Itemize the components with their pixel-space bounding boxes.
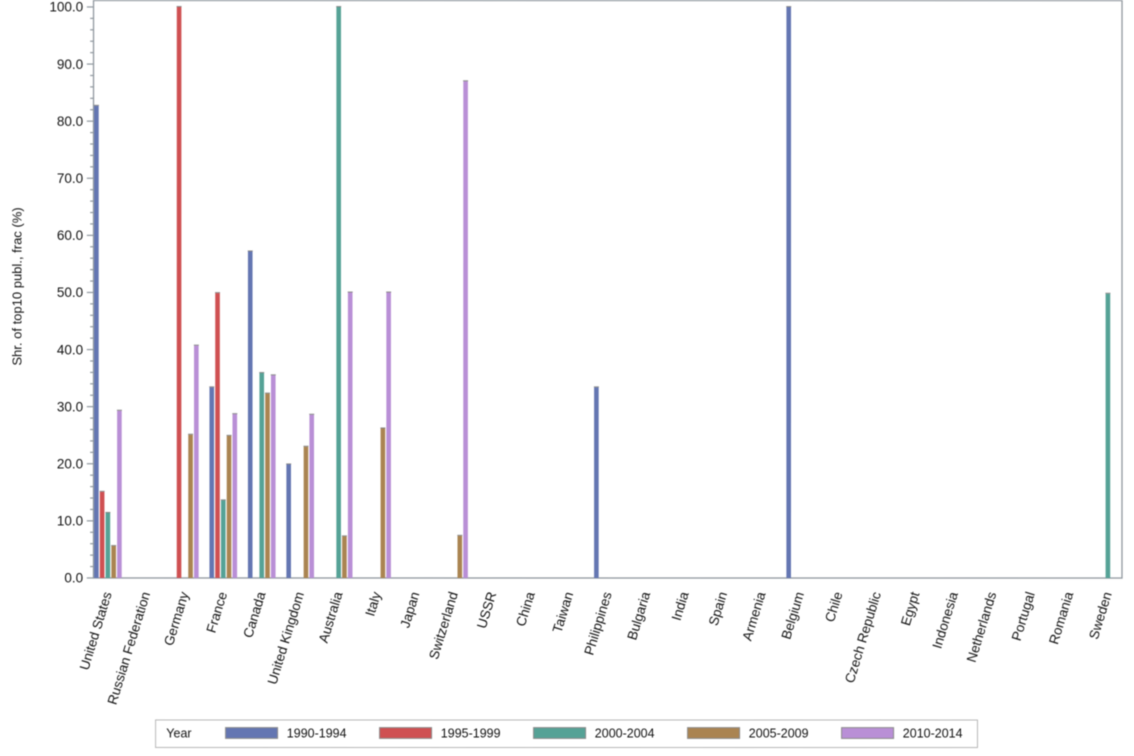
- svg-text:1995-1999: 1995-1999: [441, 727, 501, 741]
- svg-text:Year: Year: [166, 727, 191, 741]
- svg-text:70.0: 70.0: [57, 171, 83, 186]
- svg-text:60.0: 60.0: [57, 228, 83, 243]
- svg-text:Philippines: Philippines: [581, 590, 615, 657]
- svg-text:Italy: Italy: [362, 590, 384, 618]
- svg-text:0.0: 0.0: [64, 571, 83, 586]
- svg-text:Romania: Romania: [1046, 590, 1076, 647]
- svg-text:2000-2004: 2000-2004: [595, 727, 655, 741]
- svg-text:40.0: 40.0: [57, 342, 83, 357]
- svg-text:Germany: Germany: [161, 590, 192, 648]
- svg-text:1990-1994: 1990-1994: [287, 727, 347, 741]
- svg-text:India: India: [669, 590, 692, 623]
- svg-text:Czech Republic: Czech Republic: [842, 590, 884, 685]
- svg-text:United States: United States: [77, 590, 115, 672]
- svg-text:Russian Federation: Russian Federation: [105, 590, 154, 706]
- svg-text:50.0: 50.0: [57, 285, 83, 300]
- svg-text:Chile: Chile: [822, 590, 845, 624]
- svg-text:Switzerland: Switzerland: [426, 590, 461, 661]
- svg-text:2010-2014: 2010-2014: [903, 727, 963, 741]
- svg-text:10.0: 10.0: [57, 514, 83, 529]
- svg-text:Bulgaria: Bulgaria: [624, 590, 653, 642]
- svg-text:China: China: [513, 590, 538, 629]
- svg-text:Indonesia: Indonesia: [929, 590, 961, 651]
- svg-text:Taiwan: Taiwan: [550, 590, 577, 635]
- svg-text:Belgium: Belgium: [778, 590, 807, 641]
- svg-text:Portugal: Portugal: [1009, 590, 1038, 642]
- svg-text:30.0: 30.0: [57, 399, 83, 414]
- svg-text:Australia: Australia: [316, 590, 346, 645]
- svg-text:Egypt: Egypt: [898, 590, 923, 628]
- svg-text:Canada: Canada: [240, 590, 268, 640]
- svg-text:Spain: Spain: [706, 590, 730, 627]
- svg-text:Shr. of top10 publ., frac (%): Shr. of top10 publ., frac (%): [10, 207, 25, 365]
- svg-text:Japan: Japan: [397, 590, 422, 630]
- svg-text:France: France: [204, 590, 231, 635]
- svg-text:Armenia: Armenia: [740, 590, 769, 643]
- svg-text:80.0: 80.0: [57, 114, 83, 129]
- svg-text:Netherlands: Netherlands: [964, 590, 1000, 664]
- svg-text:90.0: 90.0: [57, 57, 83, 72]
- svg-text:USSR: USSR: [474, 590, 499, 630]
- svg-text:20.0: 20.0: [57, 456, 83, 471]
- svg-text:Sweden: Sweden: [1086, 590, 1115, 641]
- svg-text:United Kingdom: United Kingdom: [265, 590, 307, 686]
- svg-text:2005-2009: 2005-2009: [749, 727, 809, 741]
- svg-text:100.0: 100.0: [49, 0, 83, 15]
